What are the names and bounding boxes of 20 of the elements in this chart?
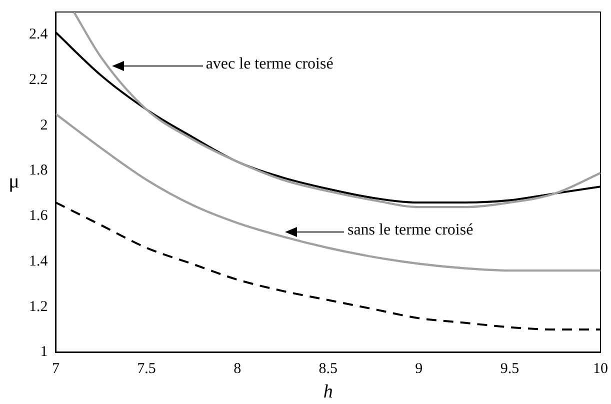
- y-tick-label: 1: [40, 344, 48, 360]
- x-axis-title: h: [323, 382, 333, 403]
- annotation: avec le terme croisé: [206, 56, 334, 73]
- y-tick-label: 2: [40, 117, 48, 134]
- x-tick-label: 8: [234, 361, 242, 378]
- y-tick-label: 1.8: [29, 162, 48, 179]
- x-tick-label: 7.5: [137, 361, 156, 378]
- x-tick-label: 7: [52, 361, 60, 378]
- y-tick-label: 1.2: [29, 298, 48, 315]
- x-tick-label: 9: [415, 361, 423, 378]
- line-series: [56, 112, 600, 272]
- y-tick-label: 1.6: [29, 208, 48, 224]
- x-tick-label: 9.5: [500, 361, 520, 378]
- annotation: sans le terme croisé: [347, 221, 474, 238]
- x-tick-label: 8.5: [318, 361, 338, 378]
- y-tick-label: 2.4: [29, 26, 48, 43]
- y-tick-label: 2.2: [29, 72, 48, 88]
- y-axis-title: μ: [8, 170, 20, 192]
- x-tick-label: 10: [593, 361, 608, 378]
- y-tick-label: 1.4: [29, 253, 48, 270]
